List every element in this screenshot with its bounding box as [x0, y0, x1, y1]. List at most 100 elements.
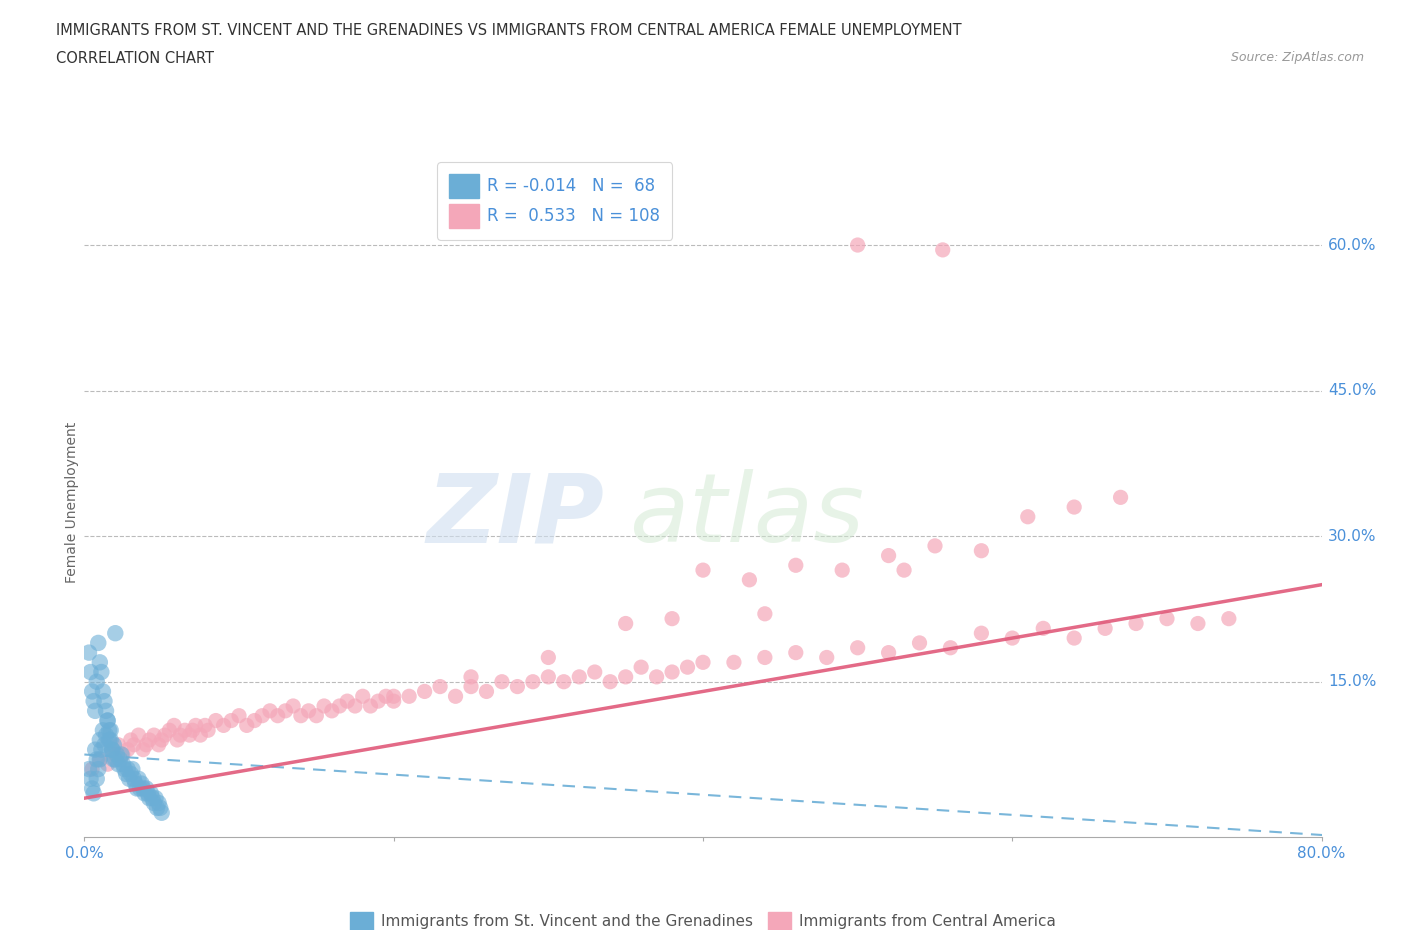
Text: 15.0%: 15.0%	[1327, 674, 1376, 689]
Point	[614, 616, 637, 631]
Point	[94, 703, 117, 718]
Point	[374, 689, 398, 704]
Point	[79, 665, 101, 680]
Point	[91, 723, 114, 737]
Point	[754, 650, 776, 665]
Point	[94, 727, 117, 742]
Point	[134, 786, 156, 801]
Point	[970, 626, 993, 641]
Point	[77, 762, 100, 777]
Point	[84, 703, 107, 718]
Point	[129, 781, 152, 796]
Point	[475, 684, 498, 698]
Point	[122, 771, 145, 786]
Point	[86, 674, 108, 689]
Point	[939, 641, 962, 656]
Point	[149, 801, 172, 816]
Point	[692, 655, 714, 670]
Point	[259, 703, 281, 718]
Point	[429, 679, 451, 694]
Point	[163, 718, 186, 733]
Point	[179, 727, 201, 742]
Point	[290, 709, 312, 724]
Point	[89, 733, 111, 748]
Point	[645, 670, 668, 684]
Point	[738, 572, 761, 587]
Point	[148, 795, 170, 810]
Point	[93, 694, 115, 709]
Point	[305, 709, 328, 724]
Y-axis label: Female Unemployment: Female Unemployment	[65, 421, 79, 583]
Point	[893, 563, 915, 578]
Point	[754, 606, 776, 621]
Point	[148, 737, 170, 752]
Point	[831, 563, 853, 578]
Point	[815, 650, 838, 665]
Point	[785, 645, 807, 660]
Point	[127, 771, 149, 786]
Point	[103, 752, 125, 767]
Point	[83, 694, 105, 709]
Point	[150, 733, 173, 748]
Point	[107, 737, 129, 752]
Point	[205, 713, 228, 728]
Point	[101, 742, 124, 757]
Point	[139, 786, 162, 801]
Point	[274, 703, 297, 718]
Point	[143, 727, 166, 742]
Point	[132, 742, 155, 757]
Point	[87, 635, 110, 650]
Text: IMMIGRANTS FROM ST. VINCENT AND THE GRENADINES VS IMMIGRANTS FROM CENTRAL AMERIC: IMMIGRANTS FROM ST. VINCENT AND THE GREN…	[56, 23, 962, 38]
Point	[537, 650, 560, 665]
Point	[82, 762, 104, 777]
Point	[297, 703, 319, 718]
Point	[100, 723, 122, 737]
Point	[312, 698, 335, 713]
Point	[141, 790, 163, 805]
Point	[114, 762, 136, 777]
Point	[924, 538, 946, 553]
Point	[131, 777, 153, 791]
Point	[89, 752, 111, 767]
Point	[108, 752, 131, 767]
Point	[93, 737, 115, 752]
Point	[281, 698, 305, 713]
Point	[194, 718, 217, 733]
Point	[90, 742, 112, 757]
Point	[846, 237, 869, 252]
Point	[212, 718, 235, 733]
Point	[169, 727, 191, 742]
Text: Source: ZipAtlas.com: Source: ZipAtlas.com	[1230, 51, 1364, 64]
Point	[219, 713, 242, 728]
Text: atlas: atlas	[628, 469, 863, 562]
Point	[599, 674, 621, 689]
Point	[692, 563, 714, 578]
Point	[1001, 631, 1024, 645]
Point	[89, 655, 111, 670]
Point	[877, 645, 900, 660]
Point	[112, 757, 135, 772]
Point	[145, 790, 167, 805]
Point	[159, 723, 180, 737]
Point	[188, 727, 211, 742]
Point	[1063, 499, 1085, 514]
Point	[120, 733, 142, 748]
Point	[1032, 621, 1054, 636]
Point	[568, 670, 591, 684]
Point	[82, 781, 104, 796]
Point	[522, 674, 544, 689]
Point	[336, 694, 359, 709]
Point	[166, 733, 188, 748]
Point	[1187, 616, 1209, 631]
Point	[107, 757, 129, 772]
Point	[89, 752, 111, 767]
Point	[125, 781, 148, 796]
Point	[146, 801, 169, 816]
Point	[96, 757, 118, 772]
Point	[143, 795, 166, 810]
Point	[321, 703, 343, 718]
Point	[104, 752, 127, 767]
Point	[110, 747, 132, 762]
Point	[181, 723, 204, 737]
Point	[676, 659, 699, 674]
